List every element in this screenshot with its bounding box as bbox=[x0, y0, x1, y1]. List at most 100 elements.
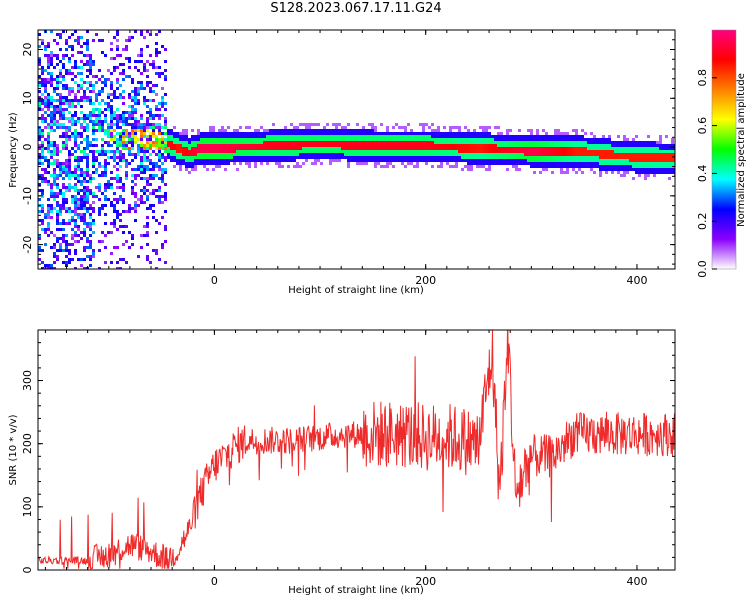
heatmap-cell bbox=[263, 153, 266, 156]
heatmap-cell bbox=[518, 141, 521, 144]
heatmap-cell bbox=[317, 141, 320, 144]
heatmap-cell bbox=[188, 144, 191, 147]
heatmap-cell bbox=[656, 156, 659, 159]
heatmap-cell bbox=[341, 129, 344, 132]
heatmap-cell bbox=[95, 144, 98, 147]
heatmap-cell bbox=[416, 141, 419, 144]
heatmap-cell bbox=[167, 144, 170, 147]
heatmap-cell bbox=[491, 144, 494, 147]
heatmap-cell bbox=[146, 255, 149, 258]
heatmap-cell bbox=[620, 156, 623, 159]
heatmap-cell bbox=[326, 156, 329, 159]
heatmap-cell bbox=[425, 132, 428, 135]
heatmap-cell bbox=[278, 141, 281, 144]
heatmap-cell bbox=[476, 153, 479, 156]
heatmap-cell bbox=[245, 141, 248, 144]
heatmap-cell bbox=[650, 162, 653, 165]
heatmap-cell bbox=[185, 132, 188, 135]
heatmap-cell bbox=[233, 153, 236, 156]
heatmap-cell bbox=[38, 144, 41, 147]
heatmap-cell bbox=[149, 117, 152, 120]
heatmap-cell bbox=[83, 42, 86, 45]
heatmap-cell bbox=[164, 93, 167, 96]
heatmap-cell bbox=[164, 120, 167, 123]
heatmap-cell bbox=[155, 123, 158, 126]
heatmap-cell bbox=[86, 186, 89, 189]
heatmap-cell bbox=[434, 144, 437, 147]
heatmap-cell bbox=[62, 201, 65, 204]
heatmap-cell bbox=[224, 147, 227, 150]
heatmap-cell bbox=[290, 129, 293, 132]
heatmap-cell bbox=[314, 144, 317, 147]
snr-y-tick-label: 300 bbox=[21, 370, 34, 391]
heatmap-cell bbox=[212, 126, 215, 129]
heatmap-cell bbox=[287, 150, 290, 153]
heatmap-cell bbox=[80, 219, 83, 222]
heatmap-cell bbox=[590, 150, 593, 153]
heatmap-cell bbox=[413, 135, 416, 138]
heatmap-cell bbox=[329, 144, 332, 147]
heatmap-cell bbox=[590, 168, 593, 171]
heatmap-cell bbox=[272, 132, 275, 135]
heatmap-cell bbox=[392, 135, 395, 138]
heatmap-cell bbox=[287, 159, 290, 162]
heatmap-cell bbox=[77, 225, 80, 228]
heatmap-cell bbox=[413, 153, 416, 156]
heatmap-cell bbox=[137, 90, 140, 93]
heatmap-cell bbox=[542, 168, 545, 171]
heatmap-cell bbox=[83, 63, 86, 66]
heatmap-cell bbox=[140, 150, 143, 153]
heatmap-cell bbox=[545, 144, 548, 147]
heatmap-cell bbox=[158, 126, 161, 129]
heatmap-cell bbox=[635, 168, 638, 171]
heatmap-cell bbox=[299, 129, 302, 132]
heatmap-cell bbox=[158, 147, 161, 150]
heatmap-cell bbox=[74, 249, 77, 252]
heatmap-cell bbox=[143, 66, 146, 69]
heatmap-cell bbox=[245, 159, 248, 162]
heatmap-cell bbox=[662, 171, 665, 174]
heatmap-cell bbox=[104, 120, 107, 123]
heatmap-cell bbox=[128, 231, 131, 234]
heatmap-cell bbox=[134, 66, 137, 69]
heatmap-cell bbox=[92, 102, 95, 105]
heatmap-cell bbox=[338, 144, 341, 147]
heatmap-cell bbox=[611, 144, 614, 147]
heatmap-cell bbox=[98, 108, 101, 111]
heatmap-cell bbox=[662, 144, 665, 147]
heatmap-cell bbox=[587, 153, 590, 156]
heatmap-cell bbox=[38, 129, 41, 132]
heatmap-cell bbox=[455, 162, 458, 165]
heatmap-cell bbox=[158, 177, 161, 180]
heatmap-cell bbox=[395, 141, 398, 144]
heatmap-cell bbox=[605, 171, 608, 174]
heatmap-cell bbox=[407, 123, 410, 126]
heatmap-cell bbox=[371, 144, 374, 147]
heatmap-cell bbox=[380, 135, 383, 138]
heatmap-cell bbox=[329, 162, 332, 165]
heatmap-cell bbox=[362, 147, 365, 150]
heatmap-cell bbox=[497, 144, 500, 147]
heatmap-cell bbox=[482, 162, 485, 165]
heatmap-cell bbox=[218, 135, 221, 138]
heatmap-cell bbox=[107, 132, 110, 135]
heatmap-cell bbox=[47, 171, 50, 174]
heatmap-cell bbox=[497, 162, 500, 165]
heatmap-cell bbox=[455, 141, 458, 144]
heatmap-cell bbox=[629, 159, 632, 162]
heatmap-cell bbox=[596, 141, 599, 144]
heatmap-cell bbox=[311, 129, 314, 132]
heatmap-cell bbox=[80, 45, 83, 48]
heatmap-cell bbox=[65, 222, 68, 225]
heatmap-cell bbox=[47, 144, 50, 147]
heatmap-cell bbox=[482, 165, 485, 168]
heatmap-cell bbox=[50, 123, 53, 126]
heatmap-cell bbox=[668, 159, 671, 162]
heatmap-cell bbox=[68, 117, 71, 120]
heatmap-cell bbox=[227, 132, 230, 135]
heatmap-cell bbox=[416, 165, 419, 168]
heatmap-cell bbox=[95, 156, 98, 159]
heatmap-cell bbox=[146, 120, 149, 123]
heatmap-cell bbox=[446, 147, 449, 150]
heatmap-cell bbox=[188, 165, 191, 168]
